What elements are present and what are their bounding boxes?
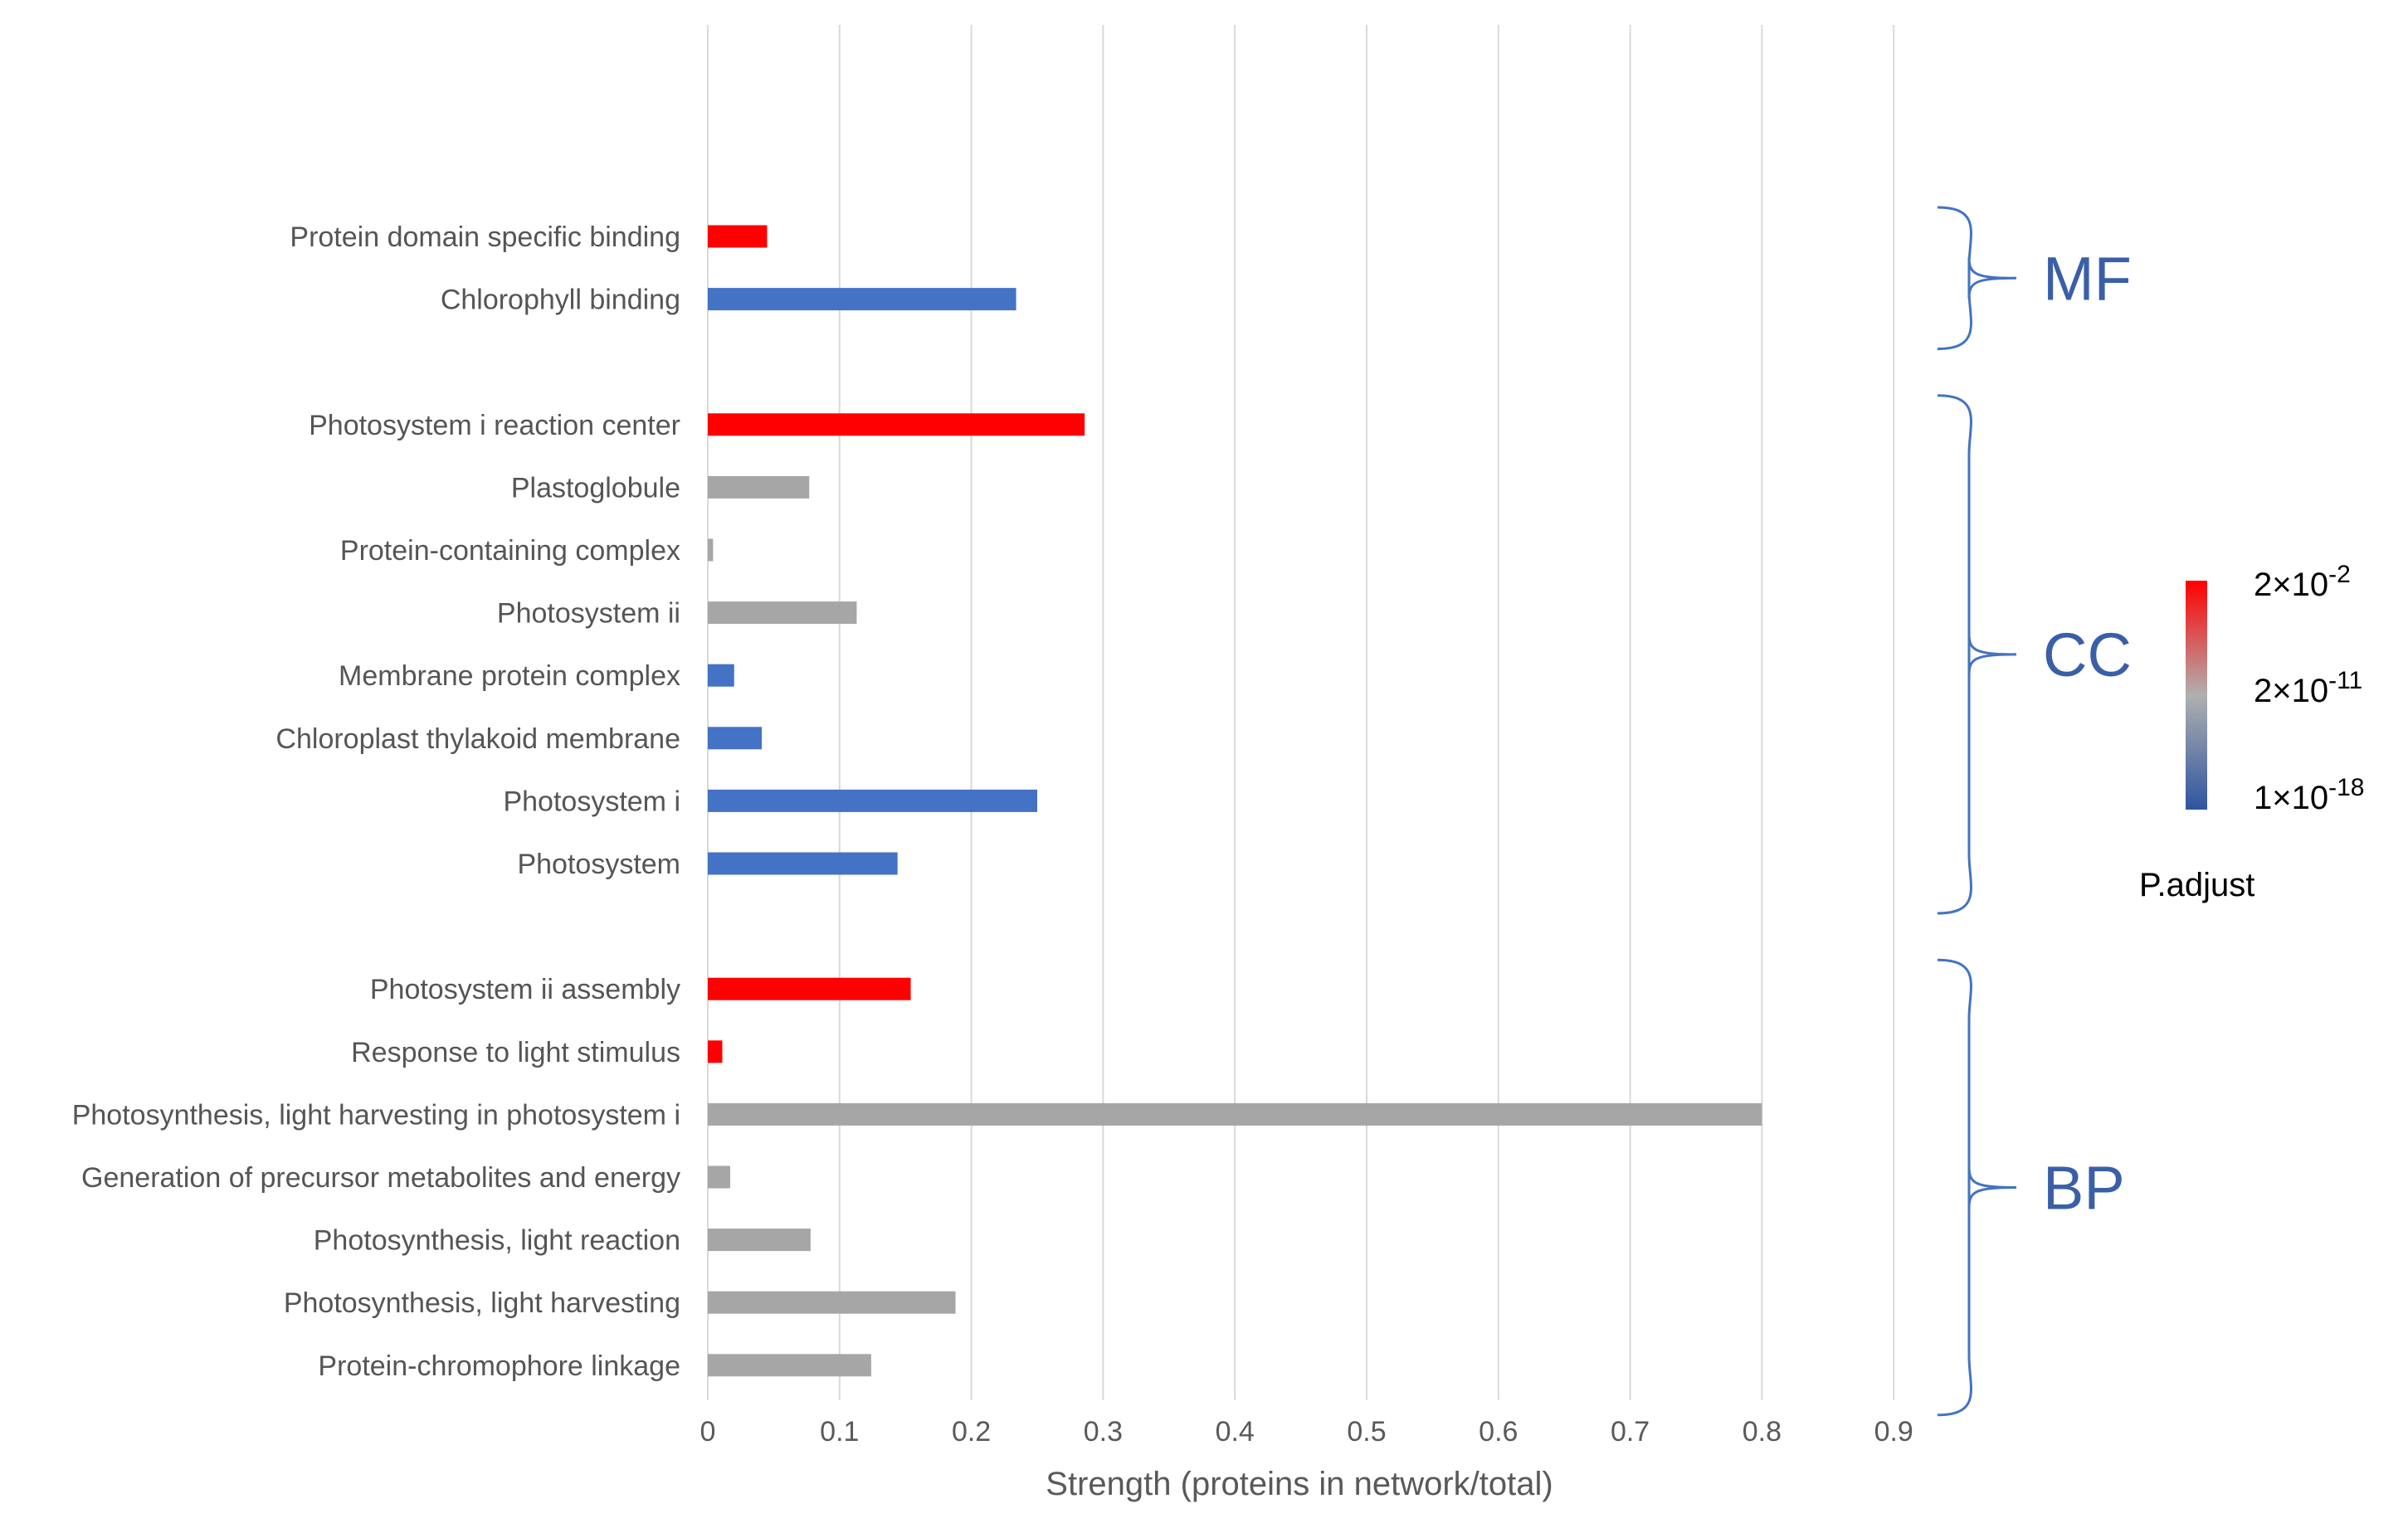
bar xyxy=(708,225,768,248)
group-label: CC xyxy=(2043,620,2132,689)
bar xyxy=(708,789,1037,812)
group-braces: MF CC BP xyxy=(1937,206,2132,1417)
bar xyxy=(708,288,1016,311)
legend-tick-label: 1×10-18 xyxy=(2254,774,2364,816)
bar xyxy=(708,538,714,562)
group-brace xyxy=(1937,206,2017,351)
category-label: Photosystem ii assembly xyxy=(370,974,680,1005)
category-label: Chloroplast thylakoid membrane xyxy=(275,723,680,755)
x-tick-label: 0.2 xyxy=(952,1416,991,1448)
x-tick-label: 0.8 xyxy=(1743,1416,1782,1448)
group-brace xyxy=(1937,958,2017,1417)
x-tick-label: 0.9 xyxy=(1874,1416,1913,1448)
bar xyxy=(708,1354,871,1377)
bar xyxy=(708,601,857,625)
bar xyxy=(708,1291,956,1314)
category-label: Photosynthesis, light harvesting in phot… xyxy=(72,1099,680,1131)
p-adjust-colorbar xyxy=(2186,581,2207,810)
bar xyxy=(708,1040,723,1063)
x-tick-label: 0.5 xyxy=(1347,1416,1386,1448)
p-adjust-legend: P.adjust 2×10-2 2×10-11 1×10-18 xyxy=(2139,561,2364,903)
category-label: Photosystem i reaction center xyxy=(309,410,680,441)
legend-tick-label: 2×10-2 xyxy=(2254,561,2351,603)
bar xyxy=(708,727,763,750)
category-label: Photosynthesis, light reaction xyxy=(314,1225,680,1257)
group-label: MF xyxy=(2043,244,2132,313)
category-label: Photosystem xyxy=(517,849,680,880)
group-label: BP xyxy=(2043,1154,2125,1223)
bar xyxy=(708,413,1085,436)
bar xyxy=(708,664,734,687)
x-tick-label: 0.1 xyxy=(820,1416,859,1448)
x-tick-label: 0.6 xyxy=(1479,1416,1518,1448)
bars xyxy=(708,225,1762,1377)
x-tick-label: 0.4 xyxy=(1216,1416,1255,1448)
x-axis-ticks: 0 0.1 0.2 0.3 0.4 0.5 0.6 0.7 0.8 0.9 xyxy=(700,1416,1913,1448)
legend-tick-label: 2×10-11 xyxy=(2254,667,2362,709)
category-labels: Protein domain specific binding Chlorophy… xyxy=(72,221,680,1382)
category-label: Protein-containing complex xyxy=(340,535,680,567)
x-tick-label: 0.7 xyxy=(1611,1416,1650,1448)
category-label: Protein domain specific binding xyxy=(290,221,680,253)
legend-title: P.adjust xyxy=(2139,867,2254,903)
category-label: Photosynthesis, light harvesting xyxy=(284,1287,680,1319)
category-label: Plastoglobule xyxy=(511,472,680,504)
category-label: Photosystem ii xyxy=(497,598,680,630)
x-tick-label: 0 xyxy=(700,1416,716,1448)
category-label: Membrane protein complex xyxy=(339,660,680,692)
category-label: Response to light stimulus xyxy=(351,1037,680,1068)
category-label: Protein-chromophore linkage xyxy=(318,1350,680,1382)
gridlines xyxy=(707,25,1895,1400)
x-axis-title: Strength (proteins in network/total) xyxy=(1046,1466,1553,1502)
category-label: Photosystem i xyxy=(503,786,680,817)
bar xyxy=(708,475,810,499)
bar xyxy=(708,852,898,875)
category-label: Chlorophyll binding xyxy=(441,285,680,316)
bar xyxy=(708,1229,811,1252)
x-tick-label: 0.3 xyxy=(1084,1416,1123,1448)
bar xyxy=(708,977,911,1000)
bar xyxy=(708,1102,1762,1126)
category-label: Generation of precursor metabolites and … xyxy=(81,1162,680,1194)
bar xyxy=(708,1165,730,1189)
group-brace xyxy=(1937,394,2017,915)
